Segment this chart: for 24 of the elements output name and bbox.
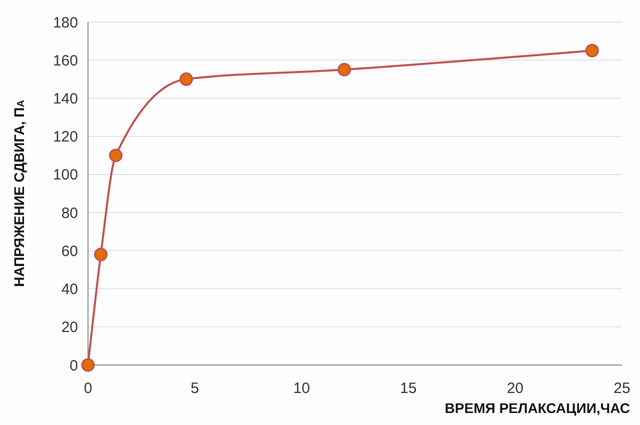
- y-tick-label: 100: [52, 166, 78, 184]
- y-axis-title: НАПРЯЖЕНИЕ СДВИГА, Па: [11, 100, 27, 287]
- y-tick-label: 140: [52, 90, 78, 108]
- x-tick-label: 0: [84, 380, 92, 397]
- x-axis-title: ВРЕМЯ РЕЛАКСАЦИИ,ЧАС: [444, 400, 630, 416]
- x-tick-label: 15: [400, 380, 417, 397]
- y-tick-label: 80: [61, 204, 78, 222]
- y-tick-label: 40: [61, 281, 78, 298]
- point: [180, 72, 194, 86]
- y-tick-label: 160: [52, 52, 78, 70]
- x-tick-label: 25: [614, 380, 630, 397]
- point: [585, 44, 599, 58]
- x-tick-label: 5: [190, 380, 199, 397]
- point: [81, 358, 95, 372]
- point: [94, 248, 108, 262]
- x-tick-label: 20: [506, 380, 524, 397]
- x-tick-label: 10: [293, 380, 310, 397]
- y-tick-label: 120: [52, 128, 78, 146]
- point: [338, 62, 352, 76]
- y-tick-label: 60: [61, 242, 78, 260]
- y-tick-label: 180: [52, 14, 78, 32]
- y-tick-label: 20: [61, 319, 78, 336]
- point: [109, 148, 123, 162]
- y-tick-label: 0: [70, 357, 78, 374]
